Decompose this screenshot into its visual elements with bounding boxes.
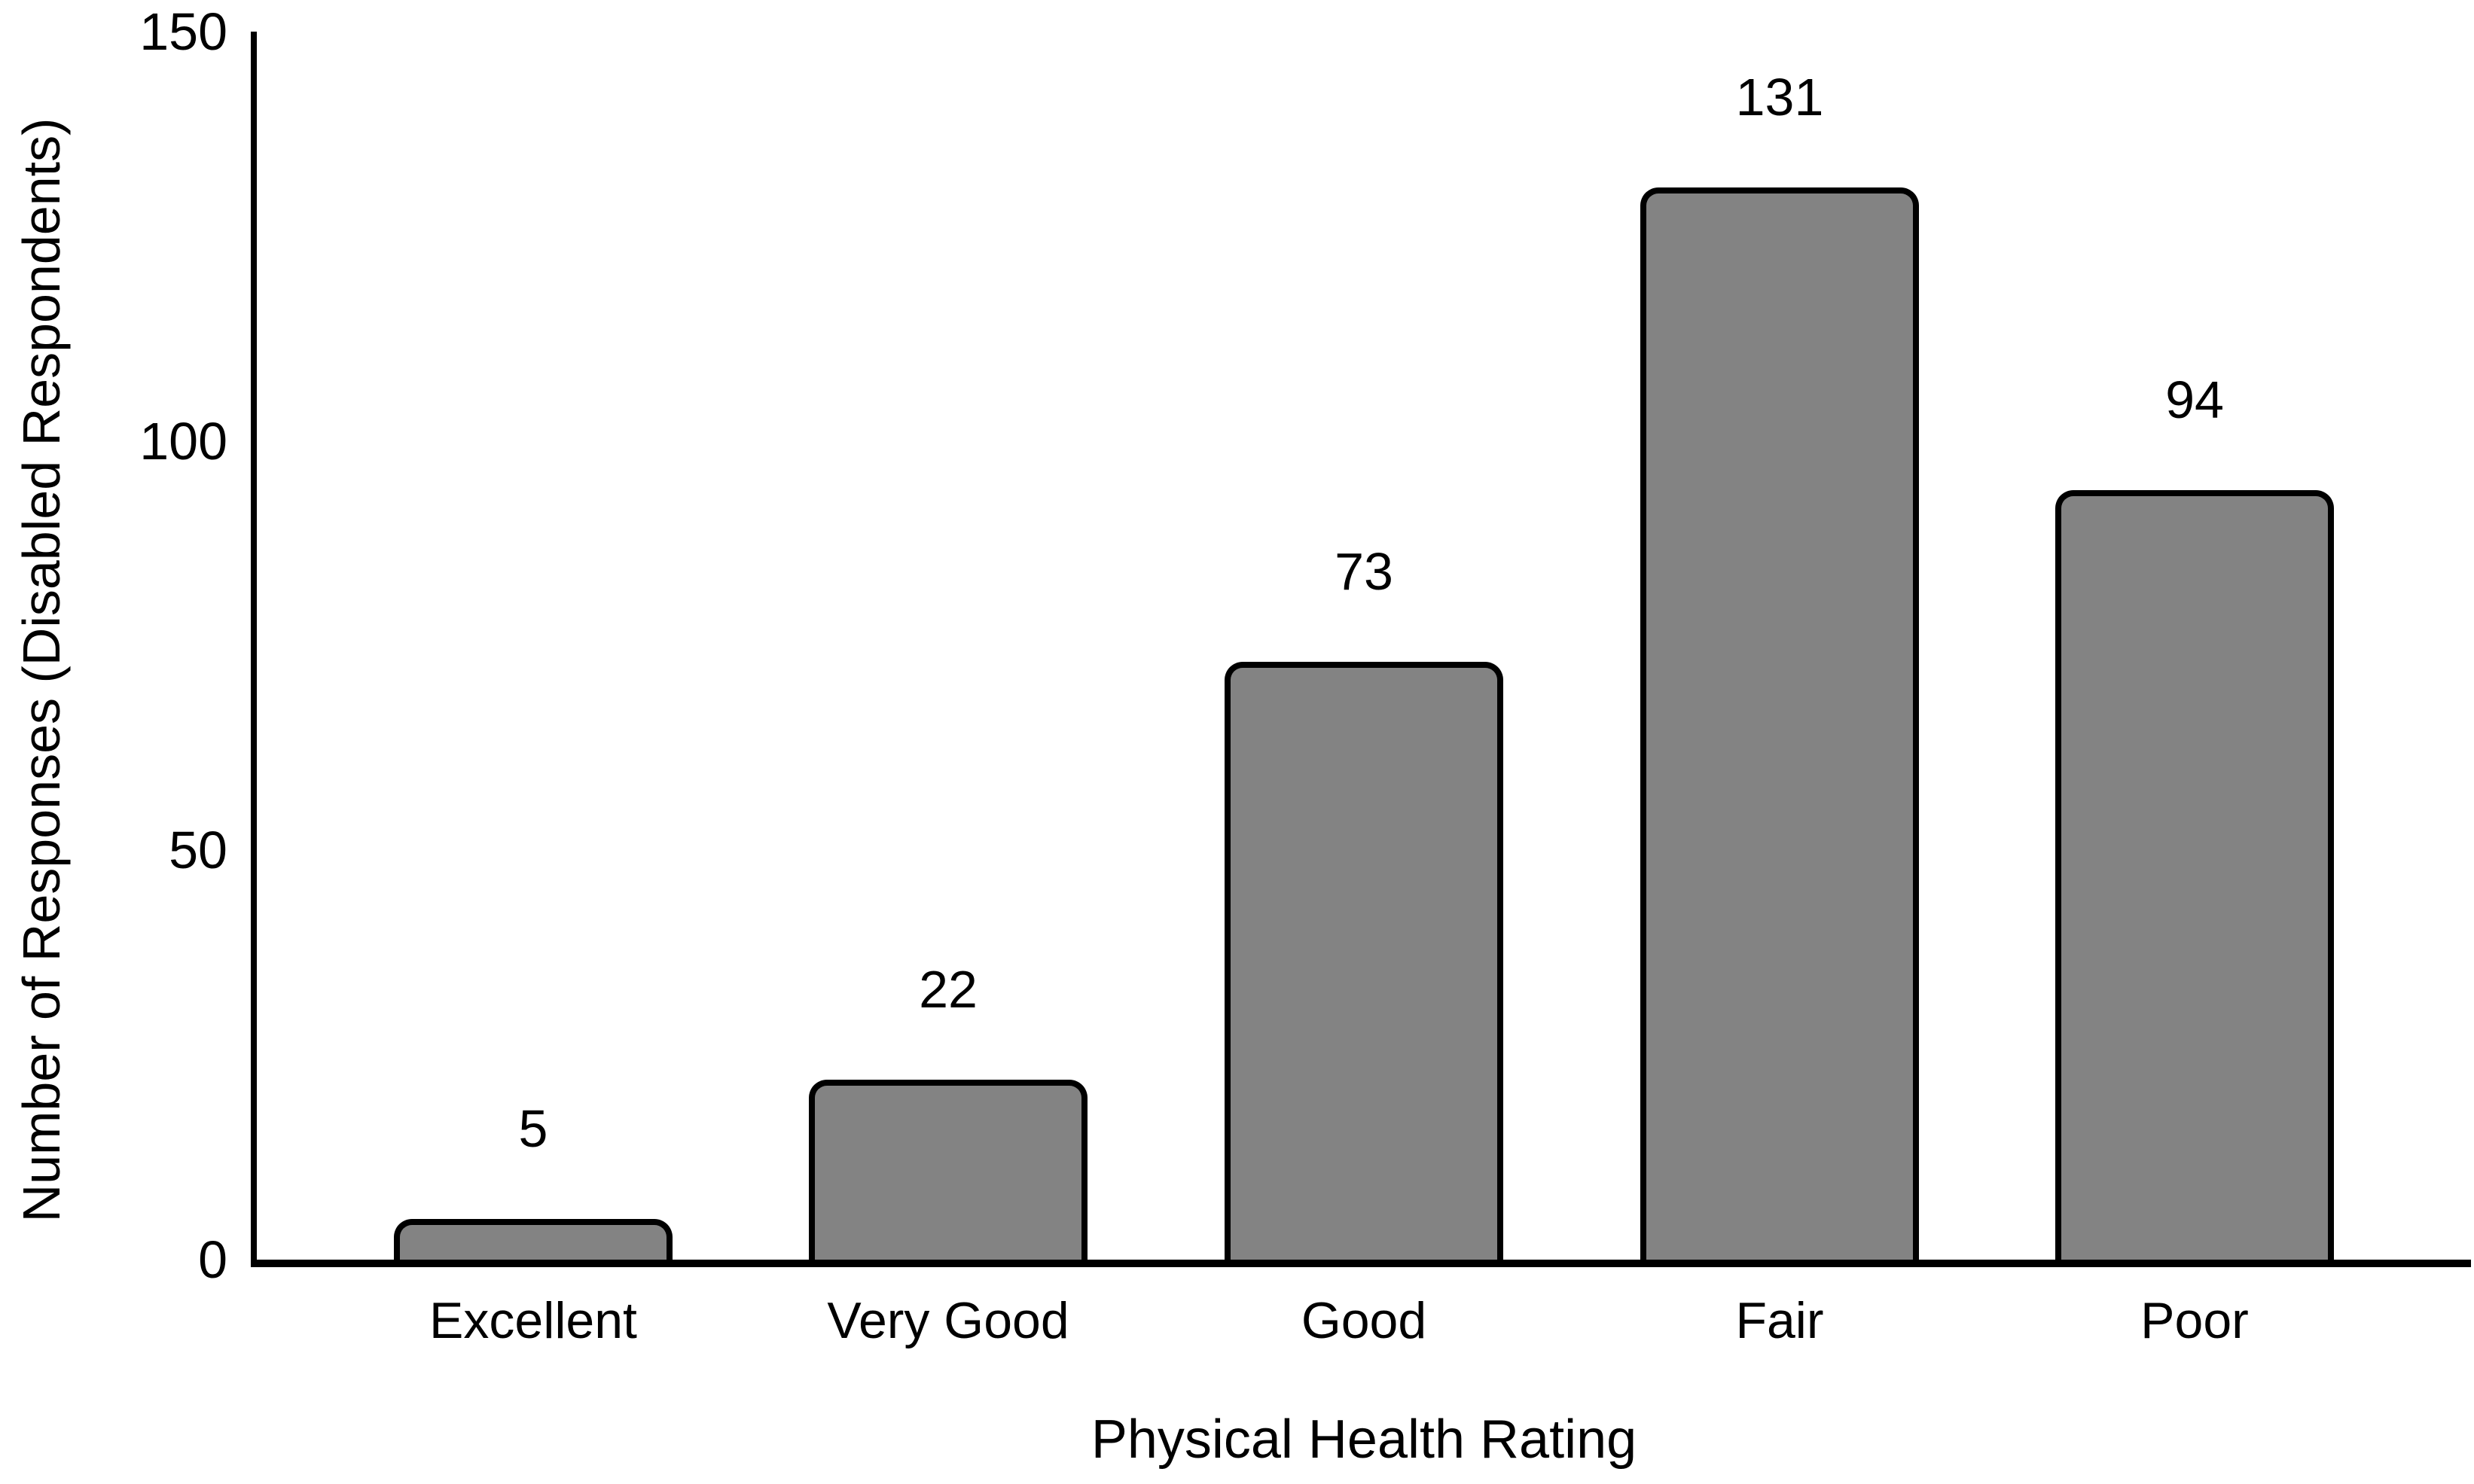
y-tick-label-150: 150 (139, 2, 227, 61)
y-axis-title: Number of Responses (Disabled Respondent… (12, 117, 71, 1223)
y-tick-label-50: 50 (169, 821, 227, 879)
y-tick-label-0: 0 (198, 1230, 227, 1289)
bar-poor (2055, 490, 2334, 1260)
category-label-very-good: Very Good (827, 1292, 1069, 1349)
bar-value-label: 5 (518, 1099, 548, 1158)
plot-area (251, 32, 2471, 1267)
category-label-poor: Poor (2140, 1292, 2249, 1349)
bar-value-label: 131 (1735, 68, 1824, 126)
category-label-excellent: Excellent (429, 1292, 637, 1349)
bar-fair (1640, 187, 1919, 1260)
bar-very-good (809, 1080, 1088, 1260)
bar-good (1225, 662, 1503, 1260)
x-axis-title: Physical Health Rating (1091, 1409, 1637, 1470)
bar-value-label: 73 (1335, 542, 1393, 601)
bar-value-label: 94 (2165, 370, 2224, 429)
category-label-fair: Fair (1735, 1292, 1824, 1349)
bar-excellent (394, 1219, 673, 1260)
category-label-good: Good (1301, 1292, 1427, 1349)
y-tick-label-100: 100 (139, 412, 227, 471)
bar-value-label: 22 (919, 960, 978, 1019)
